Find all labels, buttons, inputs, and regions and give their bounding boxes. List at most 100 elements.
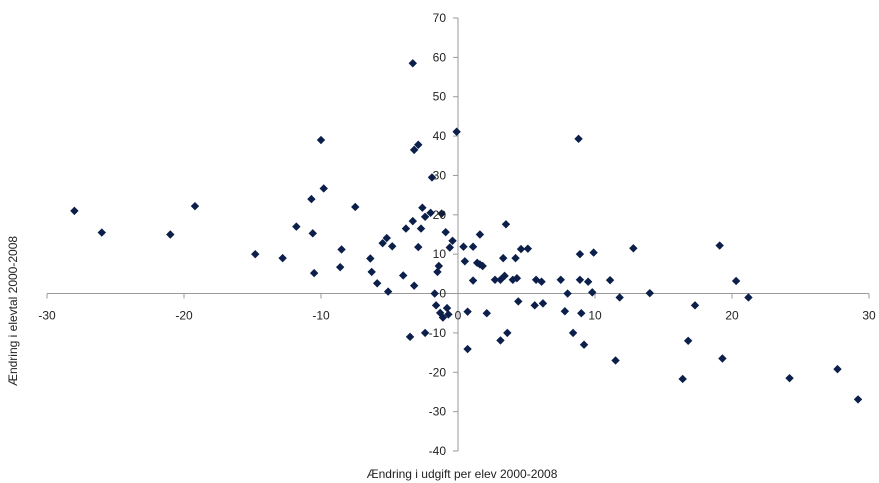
y-tick-label: 70 <box>433 11 447 25</box>
data-point <box>351 202 360 212</box>
data-point <box>316 135 326 145</box>
data-point <box>645 288 654 298</box>
data-point <box>372 279 382 288</box>
data-point <box>427 173 437 182</box>
y-tick-label: -10 <box>429 326 447 340</box>
data-point <box>459 242 468 251</box>
data-point <box>575 249 585 259</box>
data-point <box>409 145 419 155</box>
data-point <box>420 328 430 338</box>
data-point <box>445 243 454 252</box>
data-point <box>490 275 500 284</box>
data-point <box>690 301 700 310</box>
data-point <box>482 309 491 318</box>
data-point <box>399 271 408 280</box>
y-tick-label: 10 <box>433 247 447 261</box>
data-point <box>744 293 753 302</box>
data-point <box>307 194 316 204</box>
data-point <box>718 354 727 363</box>
data-point <box>414 140 423 149</box>
data-point <box>530 301 539 310</box>
data-point <box>611 356 620 365</box>
data-point <box>731 276 741 286</box>
data-point <box>408 59 417 68</box>
tick-labels: -30 -20 -10 0 10 20 30 -40 -30 -20 -10 0 10 20 30 40 50 6… <box>38 11 876 458</box>
data-point <box>512 273 522 283</box>
data-point <box>683 336 693 345</box>
y-tick-label: -20 <box>429 365 447 379</box>
data-point <box>463 344 472 354</box>
data-point <box>588 288 597 297</box>
data-point <box>367 267 376 277</box>
data-point <box>409 281 419 290</box>
data-point <box>166 230 175 239</box>
data-point <box>452 127 461 136</box>
data-point <box>568 328 578 338</box>
data-points <box>70 59 863 404</box>
data-point <box>420 212 430 221</box>
y-tick-label: 60 <box>433 50 447 64</box>
data-point <box>426 208 435 218</box>
data-point <box>430 289 439 298</box>
data-point <box>319 184 328 193</box>
data-point <box>448 236 457 245</box>
data-point <box>605 275 615 285</box>
data-point <box>292 222 301 231</box>
data-point <box>408 216 417 226</box>
y-tick-label: 20 <box>433 208 447 222</box>
data-point <box>388 242 397 251</box>
data-point <box>308 229 317 238</box>
data-point <box>516 244 526 254</box>
data-point <box>833 364 842 374</box>
data-point <box>70 206 79 216</box>
data-point <box>537 277 546 286</box>
data-point <box>500 271 509 281</box>
data-point <box>785 373 794 383</box>
x-tick-label: -10 <box>312 309 330 323</box>
x-tick-label: 10 <box>588 309 602 323</box>
data-point <box>853 395 863 404</box>
data-point <box>575 275 585 284</box>
data-point <box>434 261 444 271</box>
data-point <box>501 220 511 229</box>
data-point <box>442 303 452 313</box>
x-axis-title: Ændring i udgift per elev 2000-2008 <box>367 467 558 481</box>
data-point <box>478 261 487 271</box>
y-tick-label: 30 <box>433 168 447 182</box>
data-point <box>337 245 346 254</box>
data-point <box>560 307 570 316</box>
data-point <box>190 201 200 211</box>
data-point <box>378 238 387 248</box>
data-point <box>508 275 517 284</box>
y-tick-label: -30 <box>429 405 447 419</box>
x-tick-label: -30 <box>38 309 56 323</box>
data-point <box>574 134 583 144</box>
data-point <box>416 224 426 233</box>
data-point <box>463 307 472 316</box>
y-tick-label: 40 <box>433 129 447 143</box>
data-point <box>309 268 319 278</box>
data-point <box>468 242 478 251</box>
data-point <box>468 276 478 285</box>
data-point <box>401 224 411 233</box>
data-point <box>678 374 687 384</box>
data-point <box>511 253 520 263</box>
data-point <box>563 289 572 298</box>
data-point <box>577 309 586 318</box>
data-point <box>475 230 485 239</box>
data-point <box>433 267 442 277</box>
data-point <box>715 241 724 250</box>
data-point <box>629 244 638 253</box>
data-point <box>383 287 393 296</box>
data-point <box>583 277 593 286</box>
data-point <box>556 275 565 284</box>
data-point <box>499 253 508 263</box>
data-point <box>441 227 450 237</box>
data-point <box>278 253 287 263</box>
data-point <box>503 328 512 338</box>
data-point <box>538 299 548 308</box>
y-tick-label: 0 <box>439 287 446 301</box>
data-point <box>496 336 505 345</box>
